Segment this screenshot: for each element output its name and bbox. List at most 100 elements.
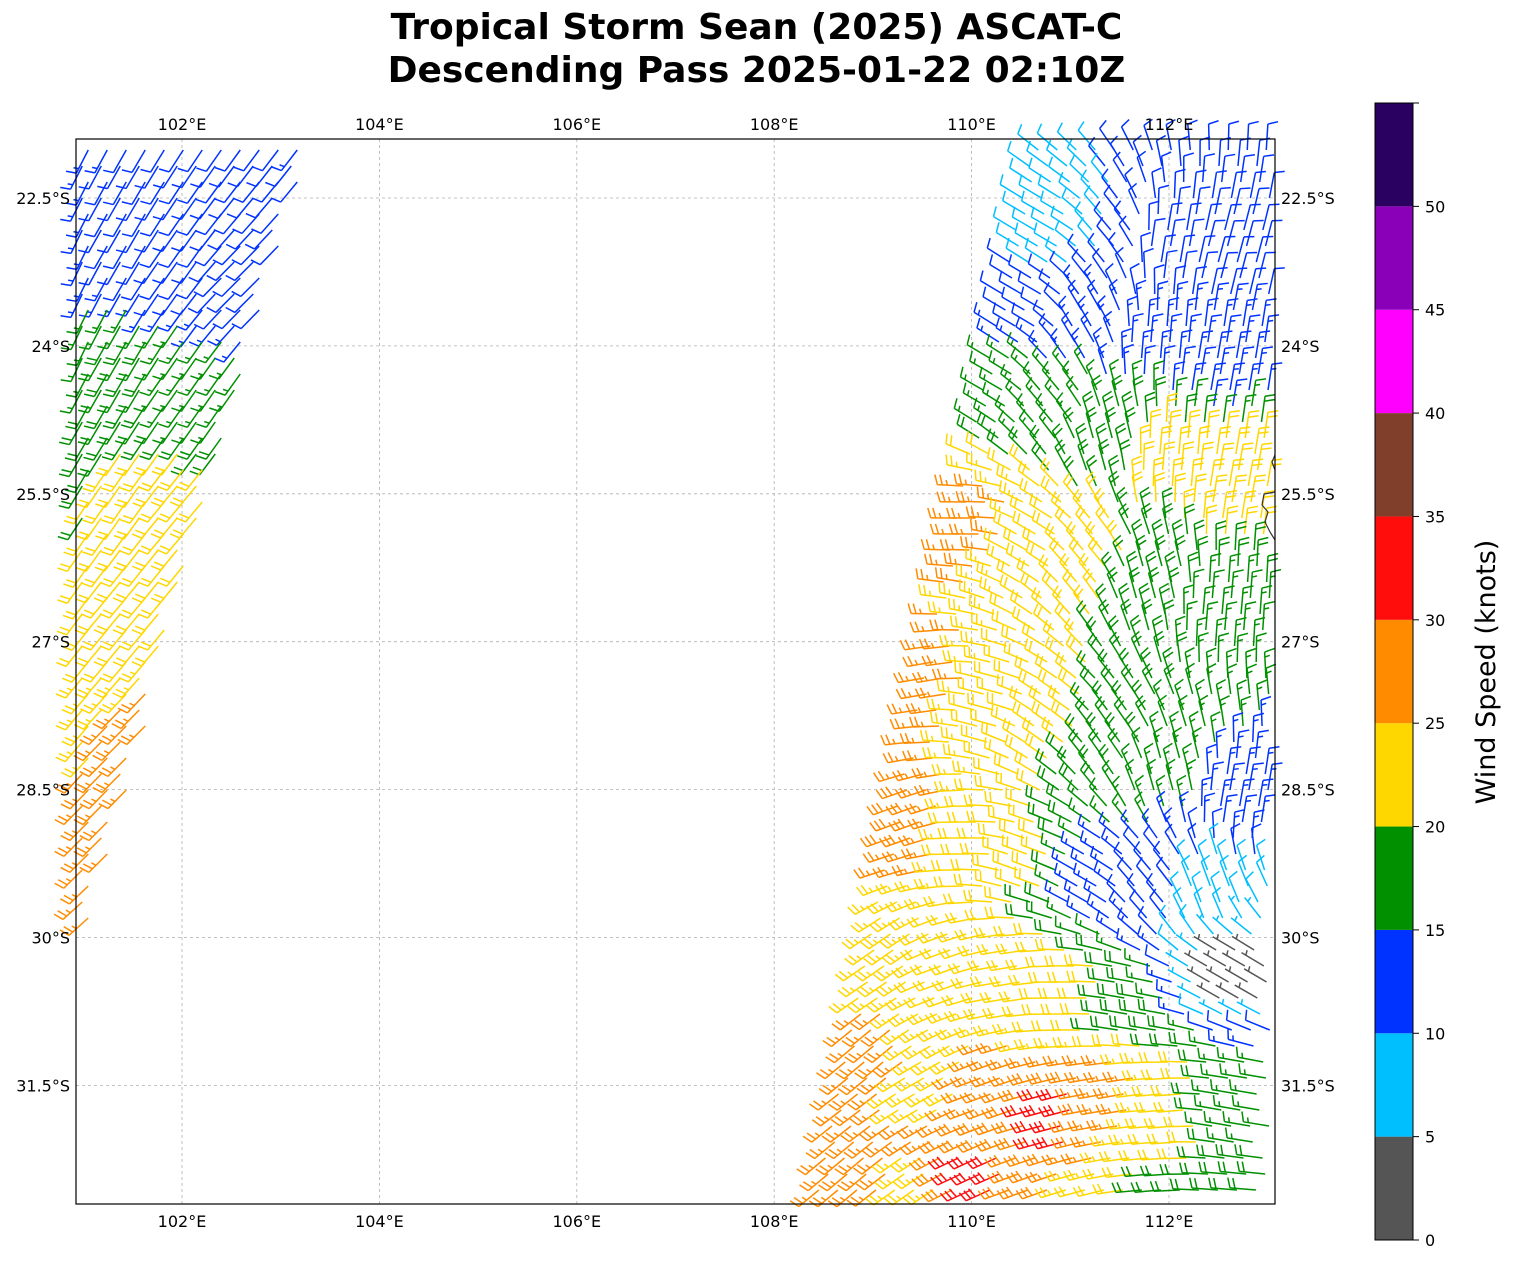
- wind-barb: [103, 149, 127, 174]
- wind-barb: [950, 977, 982, 990]
- wind-barb: [96, 229, 121, 254]
- wind-barbs: [53, 118, 1285, 1208]
- wind-barb: [993, 659, 1020, 679]
- wind-barb: [1031, 345, 1050, 375]
- lat-tick-label-right: 30°S: [1281, 929, 1320, 948]
- wind-barb: [995, 317, 1019, 343]
- wind-barb: [1074, 696, 1092, 727]
- wind-barb: [1178, 1162, 1209, 1175]
- wind-barb: [911, 767, 943, 779]
- wind-barb: [940, 726, 968, 743]
- wind-barb: [899, 1141, 931, 1156]
- wind-barb: [972, 756, 1000, 775]
- wind-barb: [1185, 297, 1199, 327]
- wind-barb: [964, 909, 995, 921]
- wind-barb: [1071, 1035, 1102, 1047]
- wind-barb: [1140, 231, 1152, 263]
- wind-barb: [231, 245, 260, 266]
- wind-barb: [913, 784, 946, 797]
- wind-barb: [1136, 925, 1160, 951]
- wind-barb: [1135, 856, 1154, 887]
- wind-barb: [1195, 913, 1214, 935]
- wind-barb: [1211, 569, 1225, 599]
- wind-barb: [1175, 932, 1198, 951]
- wind-barb: [1130, 630, 1143, 663]
- wind-barb: [908, 1157, 940, 1171]
- wind-barb: [1207, 219, 1226, 247]
- wind-barb: [886, 703, 918, 715]
- wind-barb: [1222, 490, 1238, 519]
- wind-barb: [1037, 668, 1061, 695]
- wind-barb: [828, 997, 859, 1014]
- wind-barb: [1092, 326, 1105, 359]
- wind-barb: [84, 181, 108, 206]
- wind-barb: [1147, 297, 1161, 327]
- wind-barb: [97, 293, 121, 318]
- wind-barb: [917, 1140, 950, 1154]
- wind-barb: [1096, 983, 1125, 999]
- wind-barb: [77, 421, 102, 446]
- wind-barb: [1092, 1087, 1124, 1100]
- wind-barb: [982, 286, 1006, 311]
- lat-tick-label-left: 31.5°S: [16, 1076, 70, 1095]
- wind-barb: [1034, 748, 1057, 775]
- wind-barb: [815, 1157, 845, 1176]
- wind-barb: [1025, 1072, 1058, 1085]
- wind-barb: [65, 405, 89, 430]
- wind-barb: [1050, 700, 1073, 727]
- wind-barb: [1262, 600, 1275, 631]
- wind-barb: [1122, 825, 1142, 855]
- wind-barb: [1038, 408, 1056, 439]
- wind-barb: [902, 1189, 934, 1206]
- wind-barb: [1013, 1039, 1045, 1051]
- wind-barb: [1073, 1087, 1105, 1100]
- wind-barb: [960, 992, 992, 1004]
- wind-barb: [1106, 519, 1122, 551]
- wind-barb: [899, 1045, 931, 1060]
- wind-barb: [1051, 344, 1069, 375]
- wind-barb: [1194, 678, 1205, 711]
- wind-barb: [989, 496, 1015, 519]
- wind-barb: [1019, 477, 1043, 503]
- wind-barb: [1074, 201, 1093, 231]
- wind-barb: [119, 565, 146, 587]
- wind-barb: [1145, 872, 1164, 903]
- wind-barb: [1109, 135, 1125, 167]
- wind-barb: [1215, 727, 1227, 759]
- lat-tick-label-left: 28.5°S: [16, 781, 70, 800]
- wind-barb: [1153, 630, 1165, 663]
- wind-barb: [881, 851, 914, 863]
- wind-barb: [1044, 879, 1069, 903]
- wind-barb: [115, 229, 140, 254]
- lon-tick-label-bottom: 108°E: [750, 1212, 799, 1231]
- wind-barb: [1112, 534, 1125, 567]
- wind-barb: [78, 197, 102, 222]
- wind-barb: [137, 565, 165, 587]
- wind-barb: [934, 567, 963, 583]
- wind-barb: [92, 773, 121, 794]
- wind-barb: [79, 725, 108, 746]
- wind-barb: [1144, 391, 1156, 423]
- wind-barb: [1017, 270, 1042, 295]
- wind-barb: [1098, 811, 1120, 839]
- wind-barb: [1254, 729, 1269, 759]
- wind-barb: [894, 881, 926, 893]
- wind-barb: [1096, 216, 1115, 247]
- wind-barb: [879, 933, 910, 949]
- wind-barb: [1102, 310, 1114, 343]
- wind-barb: [1168, 409, 1182, 439]
- wind-barb: [1139, 486, 1151, 519]
- wind-barb: [1195, 186, 1211, 215]
- wind-barb: [1023, 1056, 1055, 1068]
- colorbar: 0 5 10 15 20 25 30 35 40 45 50: [1374, 102, 1445, 1250]
- wind-barb: [53, 901, 83, 921]
- wind-barb: [1241, 794, 1258, 823]
- wind-barb: [966, 451, 992, 471]
- wind-barb: [872, 965, 904, 982]
- wind-barb: [999, 574, 1023, 599]
- lat-tick-label-right: 25.5°S: [1281, 485, 1335, 504]
- wind-barb: [1090, 374, 1103, 407]
- wind-barb: [60, 229, 83, 255]
- wind-barb: [1163, 1116, 1194, 1128]
- wind-barb: [863, 949, 894, 966]
